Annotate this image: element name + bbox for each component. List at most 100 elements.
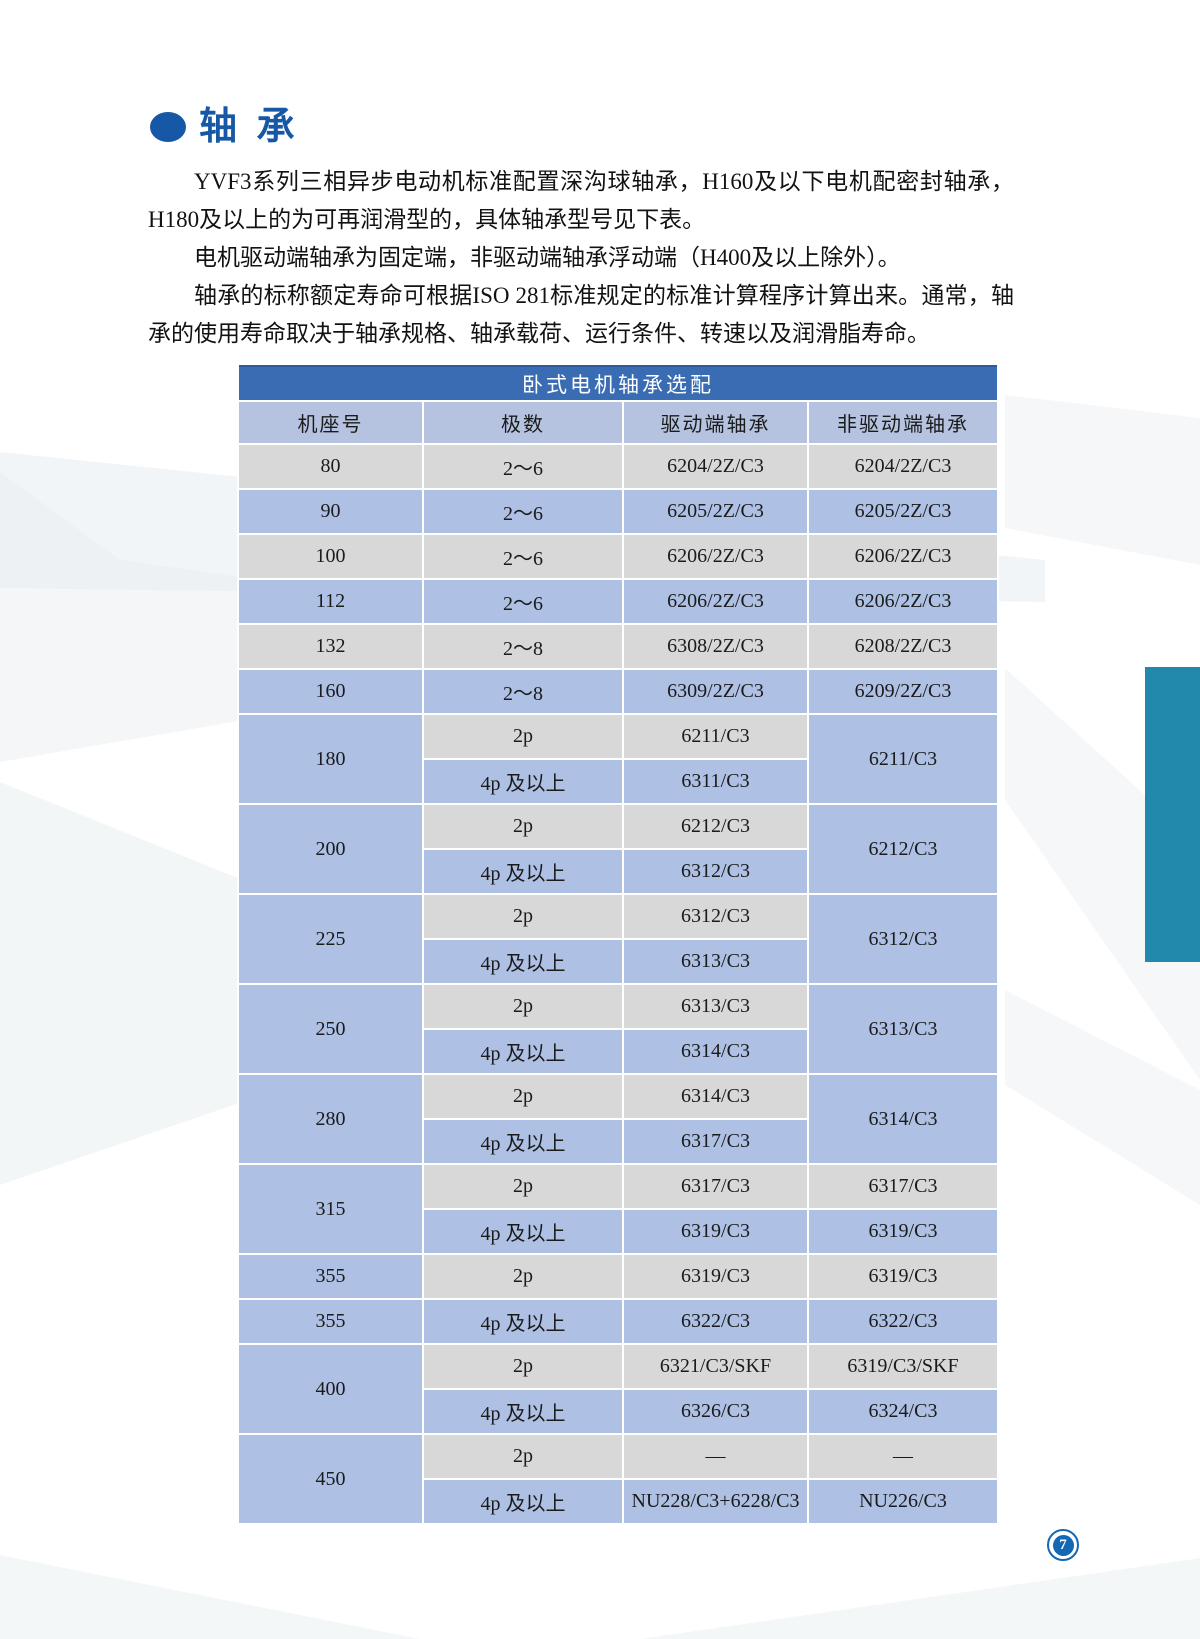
table-cell: 6319/C3	[809, 1210, 997, 1253]
table-cell: 6308/2Z/C3	[624, 625, 807, 668]
table-cell: 6314/C3	[624, 1075, 807, 1118]
table-cell: 6312/C3	[624, 895, 807, 938]
table-row: 4p 及以上 6319/C3 6319/C3	[239, 1210, 997, 1253]
table-cell: 132	[239, 625, 422, 668]
table-cell: 112	[239, 580, 422, 623]
table-cell: 2p	[424, 1255, 622, 1298]
paragraph: 轴承的标称额定寿命可根据ISO 281标准规定的标准计算程序计算出来。通常，轴承…	[148, 283, 1014, 346]
table-row: 4p 及以上 6317/C3	[239, 1120, 997, 1163]
table-cell: 2p	[424, 1345, 622, 1388]
table-cell: 225	[239, 895, 422, 983]
table-cell: 6319/C3	[809, 1255, 997, 1298]
bearing-table: 卧式电机轴承选配 机座号 极数 驱动端轴承 非驱动端轴承 80 2～6 6204/2…	[237, 363, 999, 1525]
teal-accent-bar	[1145, 667, 1200, 962]
table-row: 4p 及以上 6314/C3	[239, 1030, 997, 1073]
table-cell: 6317/C3	[624, 1165, 807, 1208]
table-cell: 2～6	[424, 490, 622, 533]
table-row: 200 2p 6212/C3 6212/C3	[239, 805, 997, 893]
table-cell: 2p	[424, 1435, 622, 1478]
table-row: 400 2p 6321/C3/SKF 6319/C3/SKF	[239, 1345, 997, 1433]
table-cell: 6212/C3	[809, 805, 997, 893]
table-cell: 6206/2Z/C3	[624, 535, 807, 578]
table-row: 355 2p 6319/C3 6319/C3	[239, 1255, 997, 1298]
table-cell: 4p 及以上	[424, 940, 622, 983]
table-cell: 100	[239, 535, 422, 578]
table-cell: 2p	[424, 985, 622, 1028]
table-cell: 6317/C3	[624, 1120, 807, 1163]
table-title: 卧式电机轴承选配	[239, 365, 997, 400]
table-cell: 6319/C3	[624, 1210, 807, 1253]
column-header-drive-end: 驱动端轴承	[624, 402, 807, 443]
table-cell: 4p 及以上	[424, 850, 622, 893]
paragraph: YVF3系列三相异步电动机标准配置深沟球轴承，H160及以下电机配密封轴承，H1…	[148, 169, 1014, 232]
paragraph: 电机驱动端轴承为固定端，非驱动端轴承浮动端（H400及以上除外）。	[194, 245, 901, 270]
table-cell: 6212/C3	[624, 805, 807, 848]
table-cell: —	[809, 1435, 997, 1478]
table-cell: 6309/2Z/C3	[624, 670, 807, 713]
table-cell: 2p	[424, 805, 622, 848]
table-cell: 4p 及以上	[424, 1390, 622, 1433]
table-row: 100 2～6 6206/2Z/C3 6206/2Z/C3	[239, 535, 997, 578]
table-row: 90 2～6 6205/2Z/C3 6205/2Z/C3	[239, 490, 997, 533]
table-header-row: 机座号 极数 驱动端轴承 非驱动端轴承	[239, 402, 997, 443]
table-row: 250 2p 6313/C3 6313/C3	[239, 985, 997, 1073]
table-row: 280 2p 6314/C3 6314/C3	[239, 1075, 997, 1163]
bullet-icon	[150, 112, 186, 142]
table-cell: 6319/C3/SKF	[809, 1345, 997, 1388]
table-row: 355 4p 及以上 6322/C3 6322/C3	[239, 1300, 997, 1343]
table-cell: 2p	[424, 715, 622, 758]
table-cell: 2p	[424, 1075, 622, 1118]
table-cell: 6211/C3	[809, 715, 997, 803]
table-cell: 6211/C3	[624, 715, 807, 758]
table-cell: 6313/C3	[809, 985, 997, 1073]
table-cell: 4p 及以上	[424, 1120, 622, 1163]
table-cell: 6312/C3	[809, 895, 997, 983]
table-cell: 4p 及以上	[424, 1480, 622, 1523]
table-cell: 6208/2Z/C3	[809, 625, 997, 668]
table-cell: 2～6	[424, 535, 622, 578]
table-cell: 6204/2Z/C3	[809, 445, 997, 488]
table-cell: 6322/C3	[809, 1300, 997, 1343]
table-cell: NU226/C3	[809, 1480, 997, 1523]
table-cell: 2p	[424, 1165, 622, 1208]
table-cell: 6321/C3/SKF	[624, 1345, 807, 1388]
table-row: 132 2～8 6308/2Z/C3 6208/2Z/C3	[239, 625, 997, 668]
table-cell: 160	[239, 670, 422, 713]
page-number: 7	[1052, 1534, 1074, 1556]
table-cell: 4p 及以上	[424, 1030, 622, 1073]
table-cell: 6313/C3	[624, 940, 807, 983]
table-row: 80 2～6 6204/2Z/C3 6204/2Z/C3	[239, 445, 997, 488]
table-row: 4p 及以上 6313/C3	[239, 940, 997, 983]
table-cell: NU228/C3+6228/C3	[624, 1480, 807, 1523]
table-cell: 90	[239, 490, 422, 533]
table-cell: 6314/C3	[809, 1075, 997, 1163]
table-cell: 355	[239, 1300, 422, 1343]
table-cell: 450	[239, 1435, 422, 1523]
table-cell: 6206/2Z/C3	[809, 580, 997, 623]
table-title-row: 卧式电机轴承选配	[239, 365, 997, 400]
table-cell: 6209/2Z/C3	[809, 670, 997, 713]
table-row: 315 2p 6317/C3 6317/C3	[239, 1165, 997, 1253]
table-cell: 180	[239, 715, 422, 803]
table-cell: 2～8	[424, 625, 622, 668]
table-cell: 6314/C3	[624, 1030, 807, 1073]
body-text: YVF3系列三相异步电动机标准配置深沟球轴承，H160及以下电机配密封轴承，H1…	[148, 163, 1014, 353]
table-cell: 4p 及以上	[424, 1300, 622, 1343]
table-row: 4p 及以上 6326/C3 6324/C3	[239, 1390, 997, 1433]
table-row: 180 2p 6211/C3 6211/C3	[239, 715, 997, 803]
table-cell: 6206/2Z/C3	[624, 580, 807, 623]
table-row: 225 2p 6312/C3 6312/C3	[239, 895, 997, 983]
table-cell: 80	[239, 445, 422, 488]
table-cell: 4p 及以上	[424, 1210, 622, 1253]
column-header-non-drive-end: 非驱动端轴承	[809, 402, 997, 443]
table-row: 4p 及以上 6312/C3	[239, 850, 997, 893]
table-cell: 6205/2Z/C3	[809, 490, 997, 533]
page-number-badge: 7	[1047, 1529, 1079, 1561]
table-cell: 355	[239, 1255, 422, 1298]
column-header-frame: 机座号	[239, 402, 422, 443]
table-row: 450 2p — —	[239, 1435, 997, 1523]
table-cell: 2p	[424, 895, 622, 938]
table-row: 4p 及以上 NU228/C3+6228/C3 NU226/C3	[239, 1480, 997, 1523]
table-cell: 6312/C3	[624, 850, 807, 893]
